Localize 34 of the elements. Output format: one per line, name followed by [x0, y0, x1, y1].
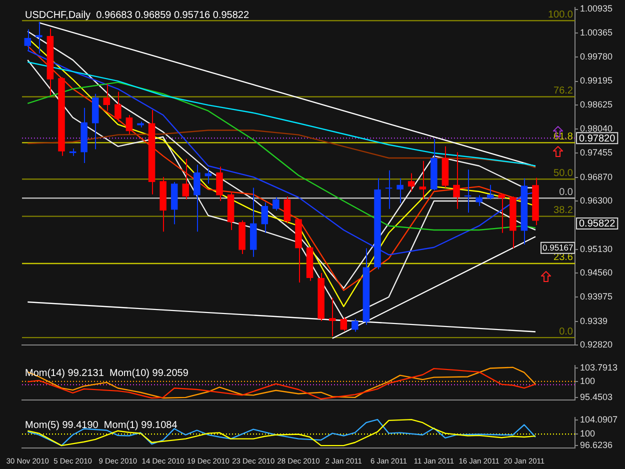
y-tick-label: 104.0907 — [580, 414, 618, 425]
y-tick-label: 0.95130 — [580, 244, 613, 254]
text: 0.95822 — [579, 218, 616, 230]
y-tick-label: 0.98040 — [580, 124, 613, 134]
y-tick-label: 100 — [580, 376, 596, 386]
y-tick-label: 1.00935 — [580, 4, 613, 14]
candlestick — [532, 177, 539, 226]
annotation: 38.2 — [554, 205, 574, 216]
candlestick — [137, 121, 144, 128]
y-tick-label: 0.99195 — [580, 76, 613, 86]
y-tick-label: 1.00365 — [580, 27, 613, 38]
y-tick-label: 0.92820 — [580, 339, 613, 350]
annotation: 0.0 — [559, 186, 574, 198]
candlestick — [476, 194, 482, 206]
y-tick-label: 0.98625 — [580, 99, 613, 110]
y-tick-label: 0.96870 — [580, 172, 613, 182]
y-tick-label: 0.99780 — [580, 52, 613, 62]
y-tick-label: 96.6236 — [580, 440, 613, 450]
annotation: 0.95167 — [542, 242, 574, 253]
y-tick-label: 100 — [580, 428, 596, 439]
y-tick-label: 0.97455 — [580, 148, 613, 158]
chart-title: Mom(5) 99.4190 Mom(1) 99.1084 — [25, 420, 178, 432]
y-tick-label: 0.9339 — [580, 316, 608, 326]
annotation: 100.0 — [548, 9, 574, 20]
y-tick-label: 0.93975 — [580, 292, 613, 302]
chart-title: USDCHF,Daily 0.96683 0.96859 0.95716 0.95822 — [25, 10, 250, 22]
y-tick-label: 95.4503 — [580, 392, 613, 402]
annotation: 0.0 — [559, 326, 574, 338]
annotation: 76.2 — [554, 86, 574, 97]
y-tick-label: 0.94560 — [580, 267, 613, 278]
annotation: 50.0 — [554, 168, 574, 179]
ref-line-label: 0.97820 — [579, 133, 616, 144]
y-tick-label: 103.7913 — [580, 362, 618, 373]
y-tick-label: 0.96300 — [580, 196, 613, 206]
